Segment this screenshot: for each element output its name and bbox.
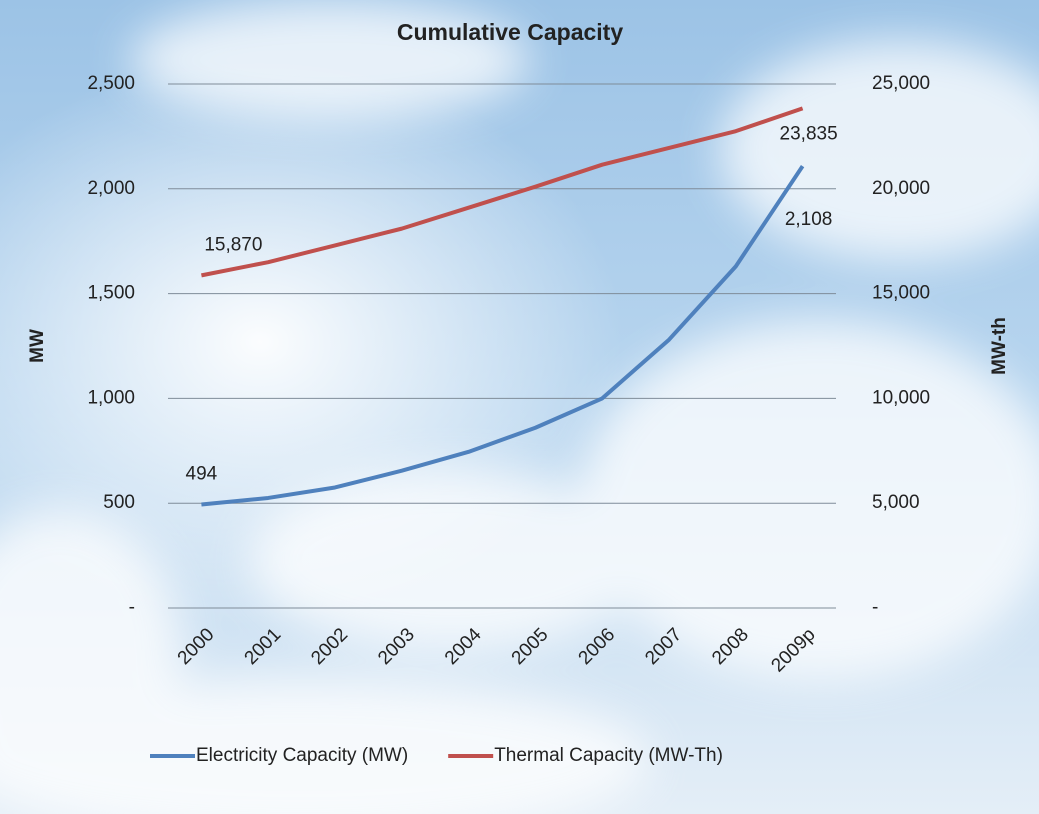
data-label: 2,108 [785, 209, 833, 230]
data-label: 494 [186, 463, 218, 484]
y-tick-label: - [129, 597, 135, 618]
y-axis-label: MW [27, 329, 48, 363]
y2-tick-label: 10,000 [872, 387, 930, 408]
data-label: 15,870 [204, 234, 262, 255]
chart-title: Cumulative Capacity [397, 19, 623, 45]
legend-label: Thermal Capacity (MW-Th) [494, 745, 723, 766]
chart: Cumulative Capacity MW MW-th - 500 1,000 1,… [0, 0, 1039, 814]
y-tick-label: 2,000 [87, 178, 135, 199]
y-tick-label: 500 [103, 492, 135, 513]
y2-tick-label: 25,000 [872, 73, 930, 94]
y2-tick-label: 15,000 [872, 283, 930, 304]
y-tick-label: 1,000 [87, 387, 135, 408]
y2-tick-label: - [872, 597, 878, 618]
y2-tick-label: 5,000 [872, 492, 920, 513]
data-label: 23,835 [780, 123, 838, 144]
y2-tick-label: 20,000 [872, 178, 930, 199]
y2-axis-label: MW-th [989, 317, 1010, 375]
legend-label: Electricity Capacity (MW) [196, 745, 408, 766]
y-tick-label: 2,500 [87, 73, 135, 94]
y-tick-label: 1,500 [87, 283, 135, 304]
